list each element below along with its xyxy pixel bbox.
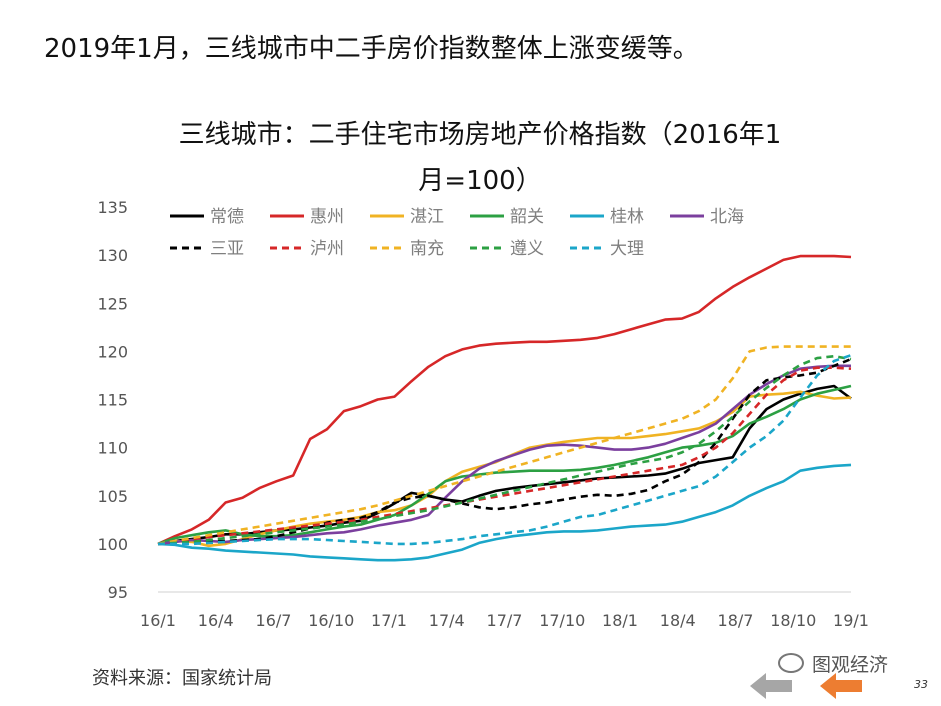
x-tick-label: 18/10 <box>770 611 816 630</box>
legend-label: 南充 <box>410 239 444 259</box>
y-tick-label: 120 <box>97 342 128 361</box>
x-tick-label: 18/1 <box>602 611 638 630</box>
slide-headline: 2019年1月，三线城市中二手房价指数整体上涨变缓等。 <box>44 34 699 64</box>
series-line <box>157 384 852 546</box>
y-tick-label: 115 <box>97 391 128 410</box>
legend-label: 北海 <box>710 207 744 227</box>
brand-label: 图观经济 <box>812 654 889 676</box>
chart-title-line-2: 月=100） <box>418 166 542 196</box>
arrow-left-icon <box>820 673 862 699</box>
x-axis-ticks: 16/1 16/4 16/7 16/10 17/1 17/4 17/7 17/10 18/1 18… <box>140 611 869 630</box>
next-slide-button[interactable] <box>818 671 864 701</box>
x-tick-label: 17/10 <box>539 611 585 630</box>
x-tick-label: 16/7 <box>256 611 292 630</box>
x-tick-label: 16/1 <box>140 611 176 630</box>
series-line <box>157 254 852 546</box>
series-line <box>157 357 852 546</box>
legend-label: 桂林 <box>610 207 644 227</box>
x-tick-label: 18/7 <box>718 611 754 630</box>
series-line <box>157 354 852 546</box>
x-tick-label: 17/1 <box>371 611 407 630</box>
legend-label: 韶关 <box>510 207 544 227</box>
y-tick-label: 130 <box>97 246 128 265</box>
y-axis-ticks: 95 100 105 110 115 120 125 130 135 <box>97 198 128 602</box>
series-line <box>157 366 852 546</box>
legend-label: 遵义 <box>510 239 544 259</box>
wechat-icon <box>778 653 804 673</box>
arrow-left-icon <box>750 673 792 699</box>
y-tick-label: 100 <box>97 535 128 554</box>
x-tick-label: 19/1 <box>833 611 869 630</box>
x-tick-label: 17/4 <box>429 611 465 630</box>
brand-logo: 图观经济 <box>778 650 888 677</box>
series-line <box>157 463 852 562</box>
page-number: 33 <box>914 678 928 691</box>
series-line <box>157 364 851 546</box>
legend-label: 大理 <box>610 239 644 259</box>
x-tick-label: 17/7 <box>487 611 523 630</box>
chart-title: 三线城市：二手住宅市场房地产价格指数（2016年1 月=100） <box>140 112 820 204</box>
series-line <box>157 345 851 546</box>
series-line <box>158 353 852 546</box>
y-tick-label: 125 <box>97 294 128 313</box>
legend-label: 常德 <box>210 207 244 227</box>
legend-label: 泸州 <box>310 239 344 259</box>
chart-title-line-1: 三线城市：二手住宅市场房地产价格指数（2016年1 <box>178 120 782 150</box>
series-lines <box>157 254 852 562</box>
source-note: 资料来源：国家统计局 <box>92 668 272 689</box>
x-tick-label: 18/4 <box>660 611 696 630</box>
prev-slide-button[interactable] <box>748 671 794 701</box>
x-tick-label: 16/10 <box>308 611 354 630</box>
y-tick-label: 105 <box>97 487 128 506</box>
series-line <box>157 384 852 546</box>
legend-label: 三亚 <box>210 239 244 259</box>
legend-label: 惠州 <box>310 207 344 227</box>
y-tick-label: 110 <box>97 439 128 458</box>
y-tick-label: 135 <box>97 198 128 217</box>
x-tick-label: 16/4 <box>198 611 234 630</box>
legend-label: 湛江 <box>410 207 444 227</box>
y-tick-label: 95 <box>108 583 128 602</box>
